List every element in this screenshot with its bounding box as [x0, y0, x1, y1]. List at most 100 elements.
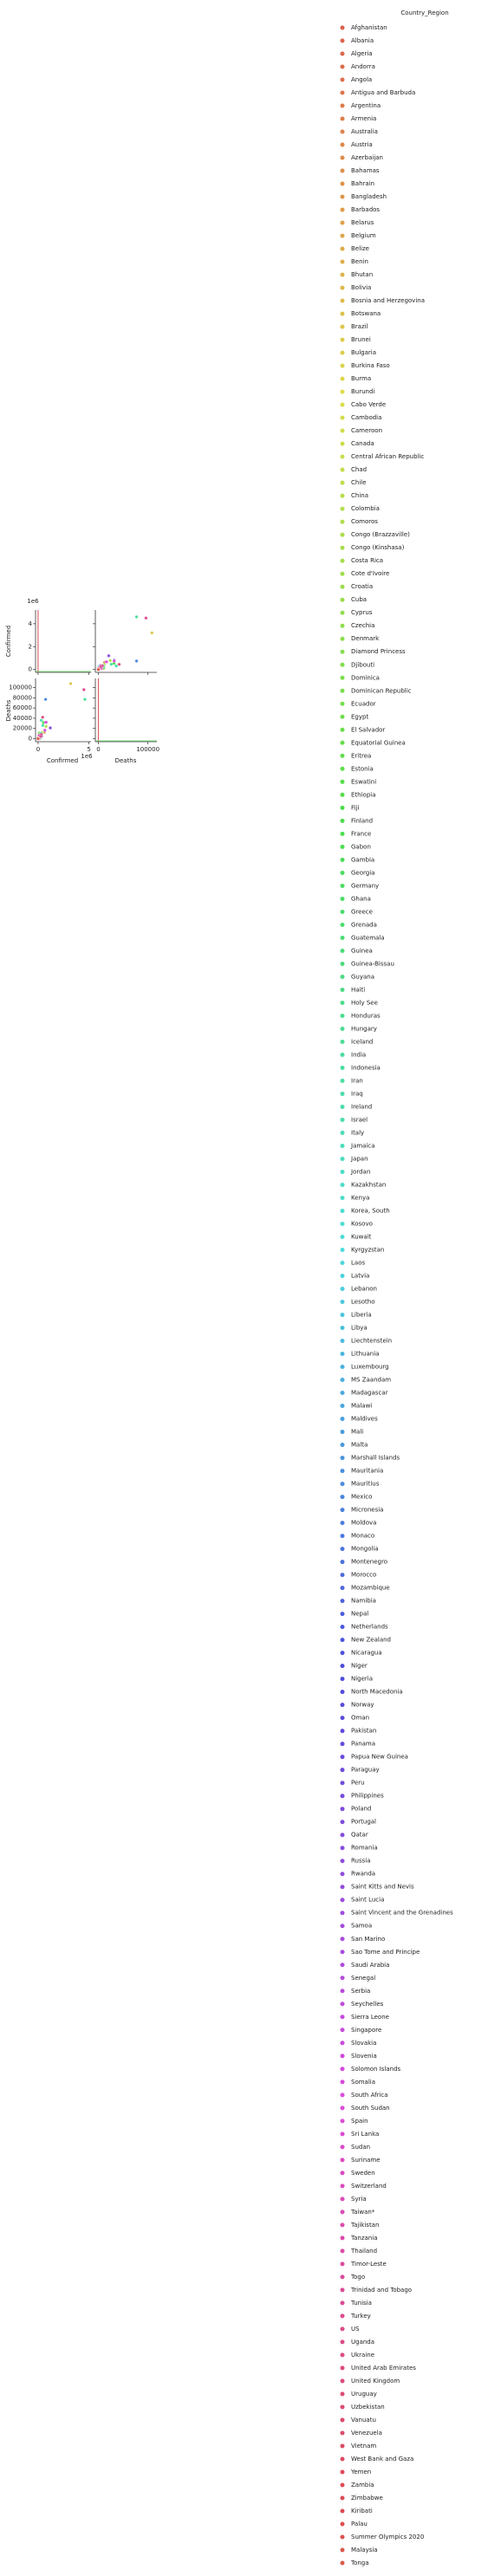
legend-marker [340, 25, 345, 30]
legend-marker [340, 974, 345, 979]
legend-marker [340, 2157, 345, 2163]
legend-label: Grenada [351, 921, 377, 928]
legend-label: Liberia [351, 1312, 372, 1319]
legend-label: Malta [351, 1442, 368, 1449]
legend-label: Pakistan [351, 1728, 376, 1735]
legend-marker [340, 1221, 345, 1226]
legend-marker [340, 2352, 345, 2358]
legend-marker [340, 2534, 345, 2540]
legend-marker [340, 2106, 345, 2111]
legend-marker [340, 2365, 345, 2371]
legend-marker [340, 337, 345, 342]
legend-marker [340, 272, 345, 277]
legend-marker [340, 818, 345, 823]
legend-label: Poland [351, 1806, 371, 1813]
legend-label: Namibia [351, 1598, 376, 1605]
legend-marker [340, 2417, 345, 2423]
legend-label: Kazakhstan [351, 1181, 386, 1188]
legend-label: Brazil [351, 323, 368, 330]
legend-marker [340, 2170, 345, 2176]
legend-marker [340, 649, 345, 654]
legend-marker [340, 2404, 345, 2410]
legend-marker [340, 1456, 345, 1461]
legend-label: Cote d'Ivoire [351, 570, 389, 577]
legend-marker [340, 896, 345, 901]
legend-label: Solomon Islands [351, 2066, 401, 2073]
legend-label: Haiti [351, 986, 365, 993]
legend-label: Guinea [351, 947, 373, 954]
legend-marker [340, 831, 345, 836]
legend-marker [340, 1404, 345, 1409]
legend-marker [340, 428, 345, 433]
legend-label: Austria [351, 141, 373, 148]
legend-marker [340, 2300, 345, 2306]
legend-marker [340, 727, 345, 732]
legend-label: Estonia [351, 765, 374, 772]
legend-label: Sudan [351, 2144, 370, 2151]
legend-marker [340, 2054, 345, 2059]
legend-label: Malaysia [351, 2547, 378, 2553]
legend-label: Greece [351, 908, 373, 915]
legend-label: Suriname [351, 2157, 381, 2164]
legend-label: Sierra Leone [351, 2014, 389, 2021]
legend-marker [340, 1286, 345, 1291]
legend-marker [340, 2145, 345, 2150]
legend-marker [340, 2378, 345, 2384]
legend-marker [340, 701, 345, 706]
legend-marker [340, 1065, 345, 1070]
legend-marker [340, 662, 345, 667]
legend-marker [340, 311, 345, 316]
legend-marker [340, 1846, 345, 1851]
legend-label: Palau [351, 2521, 368, 2527]
legend-marker [340, 1482, 345, 1487]
legend-label: Mexico [351, 1494, 372, 1501]
legend-label: Thailand [350, 2248, 377, 2255]
legend-label: Guyana [351, 973, 374, 980]
legend-marker [340, 1326, 345, 1331]
legend-label: Brunei [351, 336, 371, 343]
legend-marker [340, 571, 345, 576]
legend-marker [340, 519, 345, 524]
legend-marker [340, 857, 345, 862]
legend-marker [340, 467, 345, 472]
legend-label: Fiji [351, 804, 359, 811]
legend-label: Latvia [351, 1272, 369, 1279]
legend-marker [340, 532, 345, 537]
legend-marker [340, 2222, 345, 2228]
legend-marker [340, 2430, 345, 2436]
legend-marker [340, 1391, 345, 1396]
legend-marker [340, 740, 345, 745]
legend-marker [340, 909, 345, 914]
legend-marker [340, 766, 345, 771]
scatter-point [107, 653, 111, 658]
legend-label: Vietnam [351, 2443, 376, 2449]
legend-marker [340, 1885, 345, 1890]
legend-label: Qatar [351, 1832, 368, 1839]
legend-marker [340, 1469, 345, 1474]
legend-marker [340, 2469, 345, 2475]
legend-marker [340, 2235, 345, 2241]
legend-marker [340, 441, 345, 446]
legend-label: Peru [351, 1780, 365, 1787]
legend-marker [340, 1078, 345, 1083]
legend-marker [340, 246, 345, 251]
legend-label: Iceland [351, 1038, 373, 1045]
legend-marker [340, 259, 345, 264]
legend-marker [340, 636, 345, 641]
legend-marker [340, 2287, 345, 2293]
legend-marker [340, 1013, 345, 1018]
legend-marker [340, 2443, 345, 2449]
legend-label: Equatorial Guinea [351, 739, 406, 746]
legend-label: Iraq [351, 1090, 363, 1097]
legend-marker [340, 168, 345, 173]
legend-marker [340, 233, 345, 238]
legend-label: Ecuador [351, 700, 376, 707]
x-tick-label: 0 [36, 746, 40, 753]
legend-marker [340, 1924, 345, 1929]
legend-marker [340, 155, 345, 160]
legend-marker [340, 1378, 345, 1383]
legend-label: Georgia [351, 869, 374, 876]
legend-marker [340, 64, 345, 69]
legend-label: Micronesia [351, 1507, 383, 1514]
legend-label: Togo [350, 2274, 365, 2281]
